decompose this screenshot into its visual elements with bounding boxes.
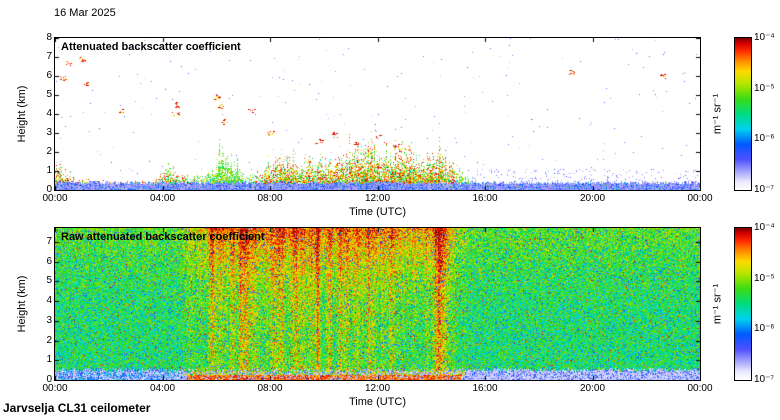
- colorbar-bottom: [734, 227, 752, 381]
- colorbar-tick-label: 10⁻⁶: [754, 133, 775, 145]
- y-tick-label: 4: [26, 295, 52, 307]
- y-tick-label: 3: [26, 127, 52, 139]
- y-tick-label: 6: [26, 256, 52, 268]
- colorbar-top: [734, 37, 752, 191]
- colorbar-tick-label: 10⁻⁷: [754, 374, 774, 386]
- x-tick-label: 12:00: [358, 383, 398, 395]
- colorbar-tick-label: 10⁻⁴: [754, 32, 775, 44]
- y-tick-label: 0: [26, 374, 52, 386]
- x-tick-label: 12:00: [358, 193, 398, 205]
- y-tick-label: 1: [26, 165, 52, 177]
- colorbar-tick-label: 10⁻⁵: [754, 83, 775, 95]
- y-tick-label: 7: [26, 51, 52, 63]
- x-axis-label-bottom: Time (UTC): [55, 396, 700, 408]
- x-tick-label: 16:00: [465, 193, 505, 205]
- x-tick-label: 20:00: [573, 383, 613, 395]
- colorbar-tick-label: 10⁻⁵: [754, 273, 775, 285]
- panel-title-raw: Raw attenuated backscatter coefficient: [61, 231, 265, 243]
- raw-backscatter-heatmap: [54, 227, 701, 381]
- colorbar-unit-label-bottom: m⁻¹ sr⁻¹: [711, 284, 724, 324]
- x-tick-label: 04:00: [143, 193, 183, 205]
- panel-title-attenuated: Attenuated backscatter coefficient: [61, 41, 241, 53]
- y-tick-label: 2: [26, 146, 52, 158]
- y-tick-label: 5: [26, 275, 52, 287]
- x-axis-label-top: Time (UTC): [55, 206, 700, 218]
- y-tick-label: 0: [26, 184, 52, 196]
- y-tick-label: 6: [26, 70, 52, 82]
- colorbar-tick-label: 10⁻⁷: [754, 184, 774, 196]
- colorbar-unit-label-top: m⁻¹ sr⁻¹: [711, 94, 724, 134]
- x-tick-label: 08:00: [250, 193, 290, 205]
- y-tick-label: 2: [26, 335, 52, 347]
- x-tick-label: 00:00: [680, 193, 720, 205]
- colorbar-tick-label: 10⁻⁴: [754, 222, 775, 234]
- colorbar-tick-label: 10⁻⁶: [754, 323, 775, 335]
- x-tick-label: 00:00: [680, 383, 720, 395]
- date-label: 16 Mar 2025: [54, 7, 116, 19]
- ceilometer-quicklook: 16 Mar 2025 Attenuated backscatter coeff…: [0, 0, 780, 420]
- x-tick-label: 04:00: [143, 383, 183, 395]
- x-tick-label: 08:00: [250, 383, 290, 395]
- y-tick-label: 7: [26, 236, 52, 248]
- y-tick-label: 1: [26, 354, 52, 366]
- attenuated-backscatter-heatmap: [54, 37, 701, 191]
- instrument-label: Jarvselja CL31 ceilometer: [3, 401, 150, 415]
- y-tick-label: 4: [26, 108, 52, 120]
- y-tick-label: 5: [26, 89, 52, 101]
- y-tick-label: 3: [26, 315, 52, 327]
- x-tick-label: 16:00: [465, 383, 505, 395]
- x-tick-label: 20:00: [573, 193, 613, 205]
- y-tick-label: 8: [26, 32, 52, 44]
